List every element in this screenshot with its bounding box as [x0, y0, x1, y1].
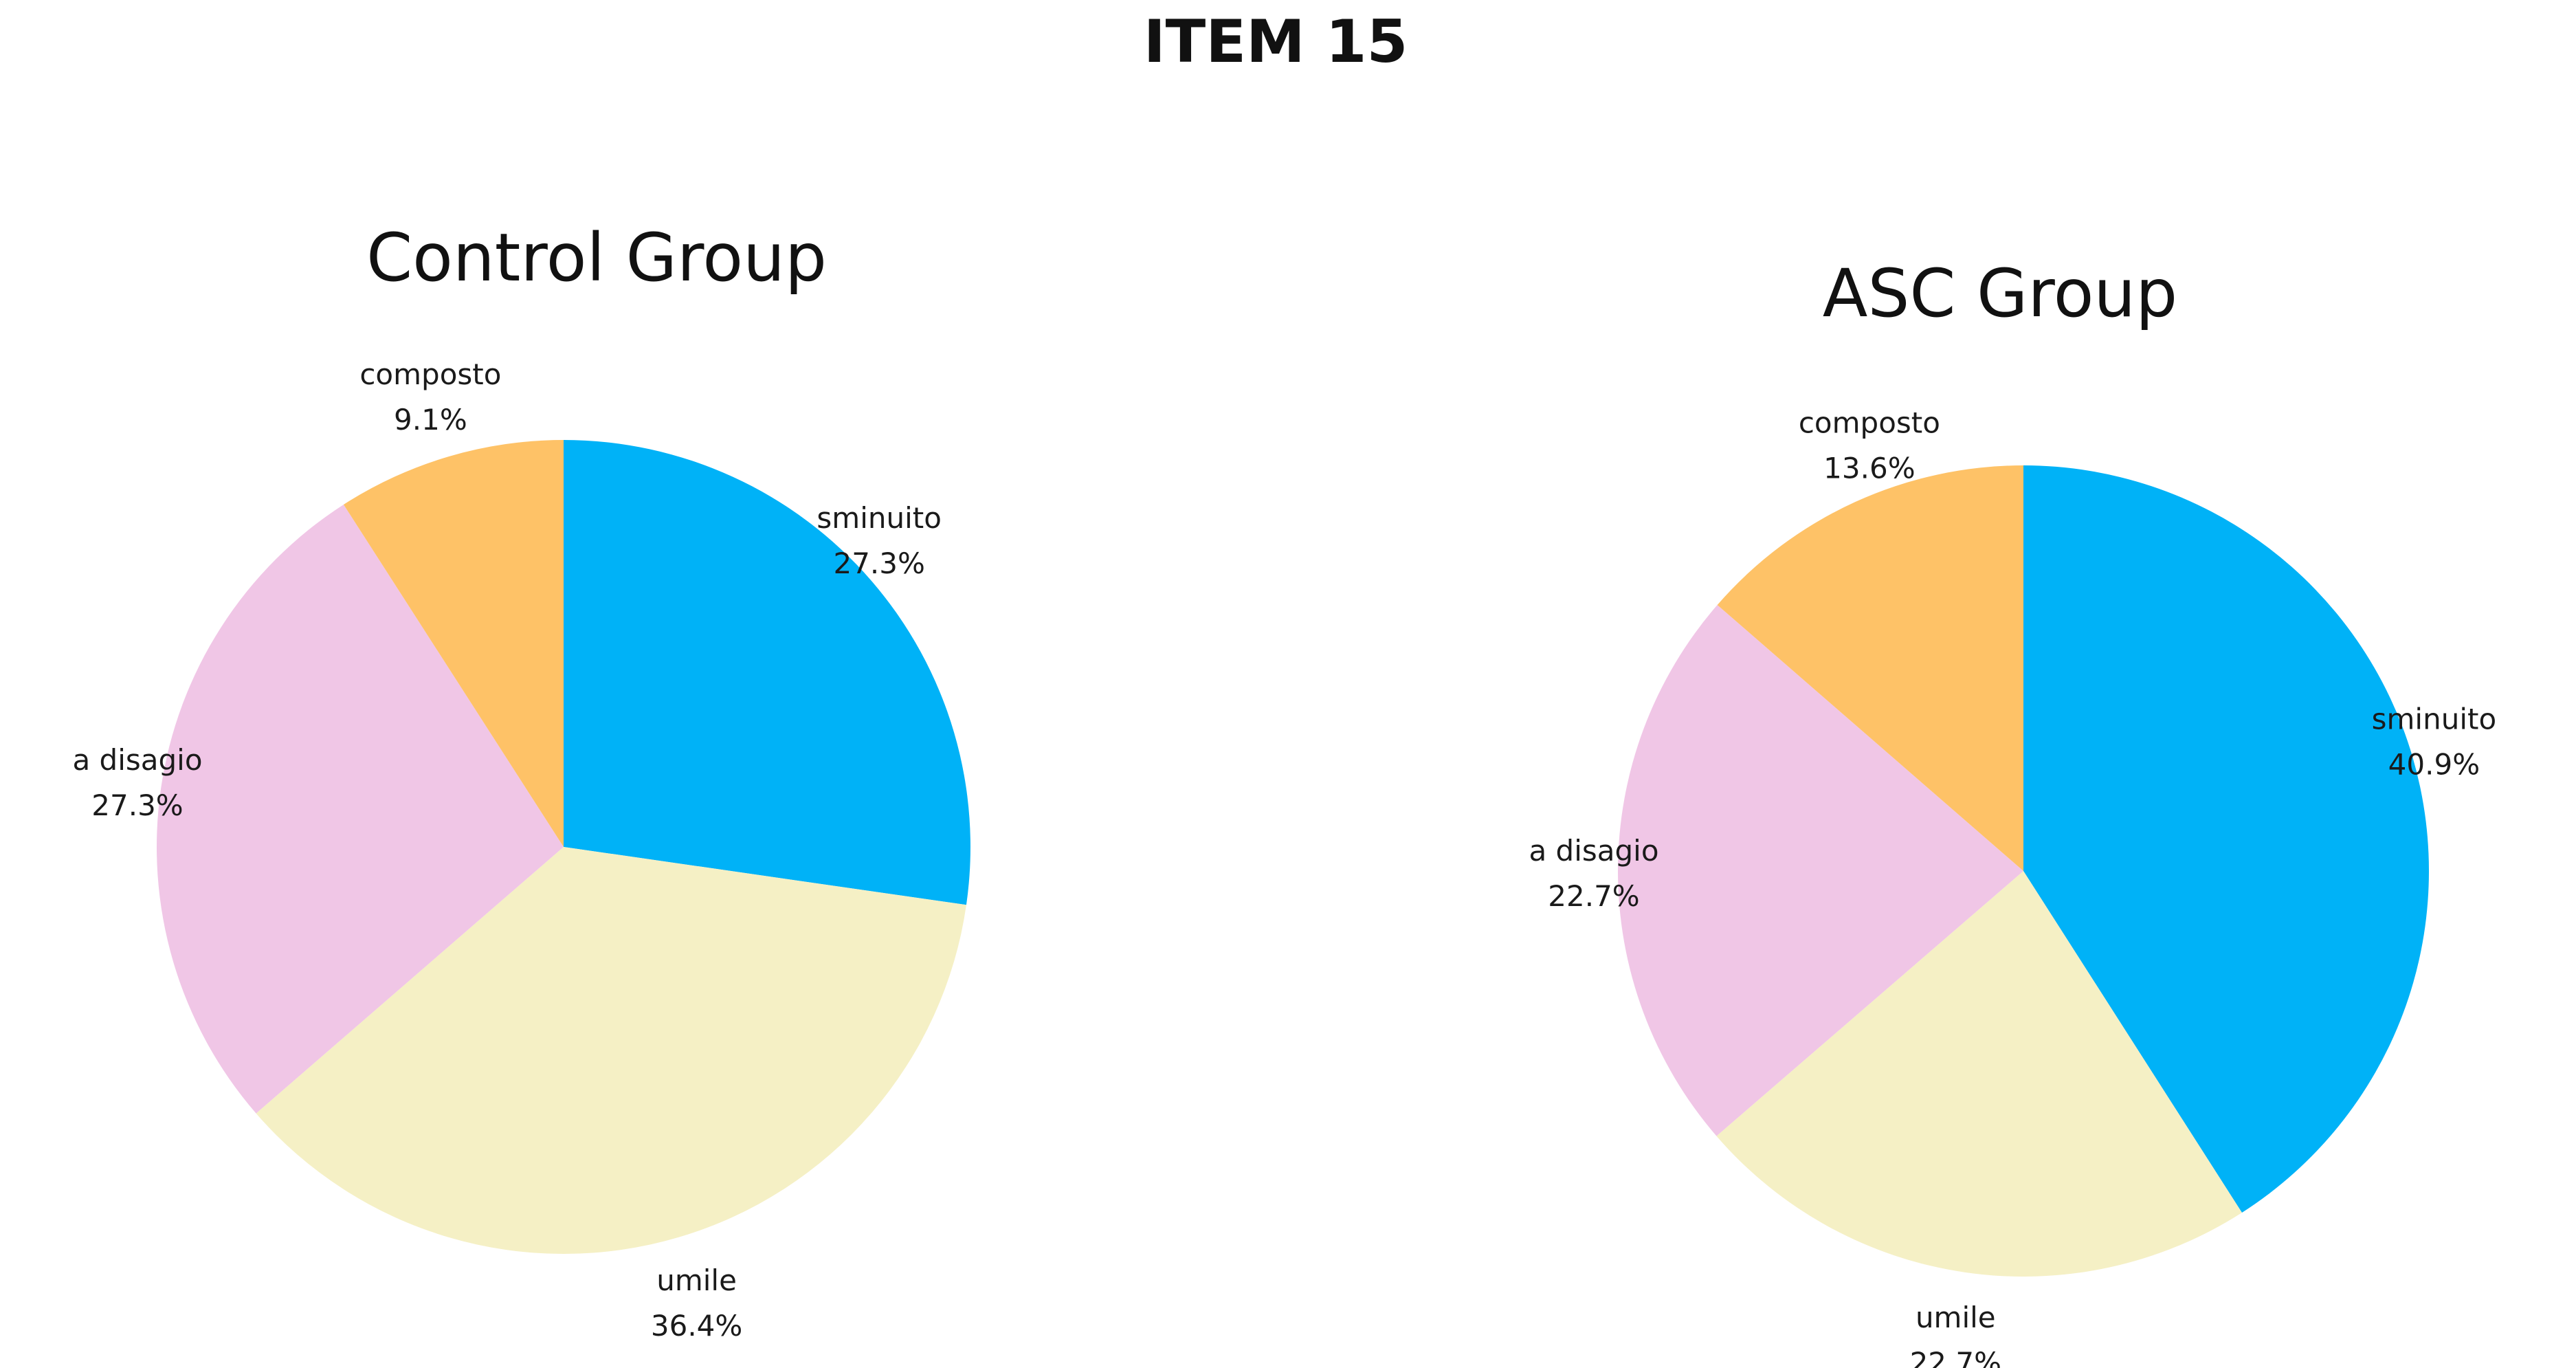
- control-group-label-a-disagio: a disagio 27.3%: [72, 743, 202, 822]
- control-group-slice-umile: [256, 847, 966, 1254]
- control-group-category-umile: umile: [656, 1264, 737, 1297]
- control-group-slices: [157, 440, 970, 1254]
- asc-group-label-a-disagio: a disagio 22.7%: [1529, 834, 1658, 913]
- asc-group-value-a-disagio: 22.7%: [1548, 879, 1639, 913]
- control-group-slice-a-disagio: [157, 504, 564, 1114]
- control-group-label-sminuito: sminuito 27.3%: [817, 501, 942, 580]
- asc-group-label-sminuito: sminuito 40.9%: [2372, 703, 2497, 782]
- control-group-pie: Control Group sminuito 27.3% umile 36.4% a d…: [72, 219, 970, 1343]
- asc-group-label-umile: umile 22.7%: [1910, 1301, 2001, 1368]
- asc-group-category-umile: umile: [1916, 1301, 1996, 1334]
- control-group-category-a-disagio: a disagio: [72, 743, 202, 777]
- asc-group-pie: ASC Group sminuito 40.9%umile 22.7%a disag…: [1529, 255, 2496, 1368]
- asc-group-slice-a-disagio: [1618, 605, 2023, 1136]
- asc-group-title: ASC Group: [1823, 255, 2177, 332]
- asc-group-category-sminuito: sminuito: [2372, 703, 2497, 736]
- control-group-label-composto: composto 9.1%: [359, 357, 501, 437]
- control-group-value-composto: 9.1%: [394, 403, 467, 437]
- control-group-title: Control Group: [366, 219, 827, 296]
- asc-group-slices: [1618, 465, 2430, 1277]
- control-group-labels: sminuito 27.3% umile 36.4% a disagio 27.3% com…: [72, 357, 942, 1343]
- control-group-category-composto: composto: [359, 357, 501, 391]
- control-group-value-umile: 36.4%: [651, 1309, 742, 1343]
- figure-title: ITEM 15: [1144, 8, 1408, 76]
- control-group-value-sminuito: 27.3%: [833, 547, 924, 580]
- asc-group-category-composto: composto: [1799, 406, 1940, 440]
- control-group-category-sminuito: sminuito: [817, 501, 942, 535]
- control-group-slice-sminuito: [564, 440, 970, 905]
- control-group-value-a-disagio: 27.3%: [91, 788, 183, 822]
- asc-group-slice-umile: [1716, 871, 2242, 1277]
- asc-group-category-a-disagio: a disagio: [1529, 834, 1658, 868]
- control-group-slice-composto: [343, 440, 564, 847]
- asc-group-value-umile: 22.7%: [1910, 1346, 2001, 1368]
- asc-group-value-composto: 13.6%: [1823, 452, 1915, 485]
- asc-group-labels: sminuito 40.9% umile 22.7% a disagio 22.7% com…: [1529, 406, 2496, 1368]
- asc-group-slice-sminuito: [2023, 465, 2430, 1213]
- asc-group-slice-composto: [1717, 465, 2023, 871]
- asc-group-label-composto: composto 13.6%: [1799, 406, 1940, 485]
- control-group-label-umile: umile 36.4%: [651, 1264, 742, 1343]
- asc-group-value-sminuito: 40.9%: [2388, 748, 2480, 782]
